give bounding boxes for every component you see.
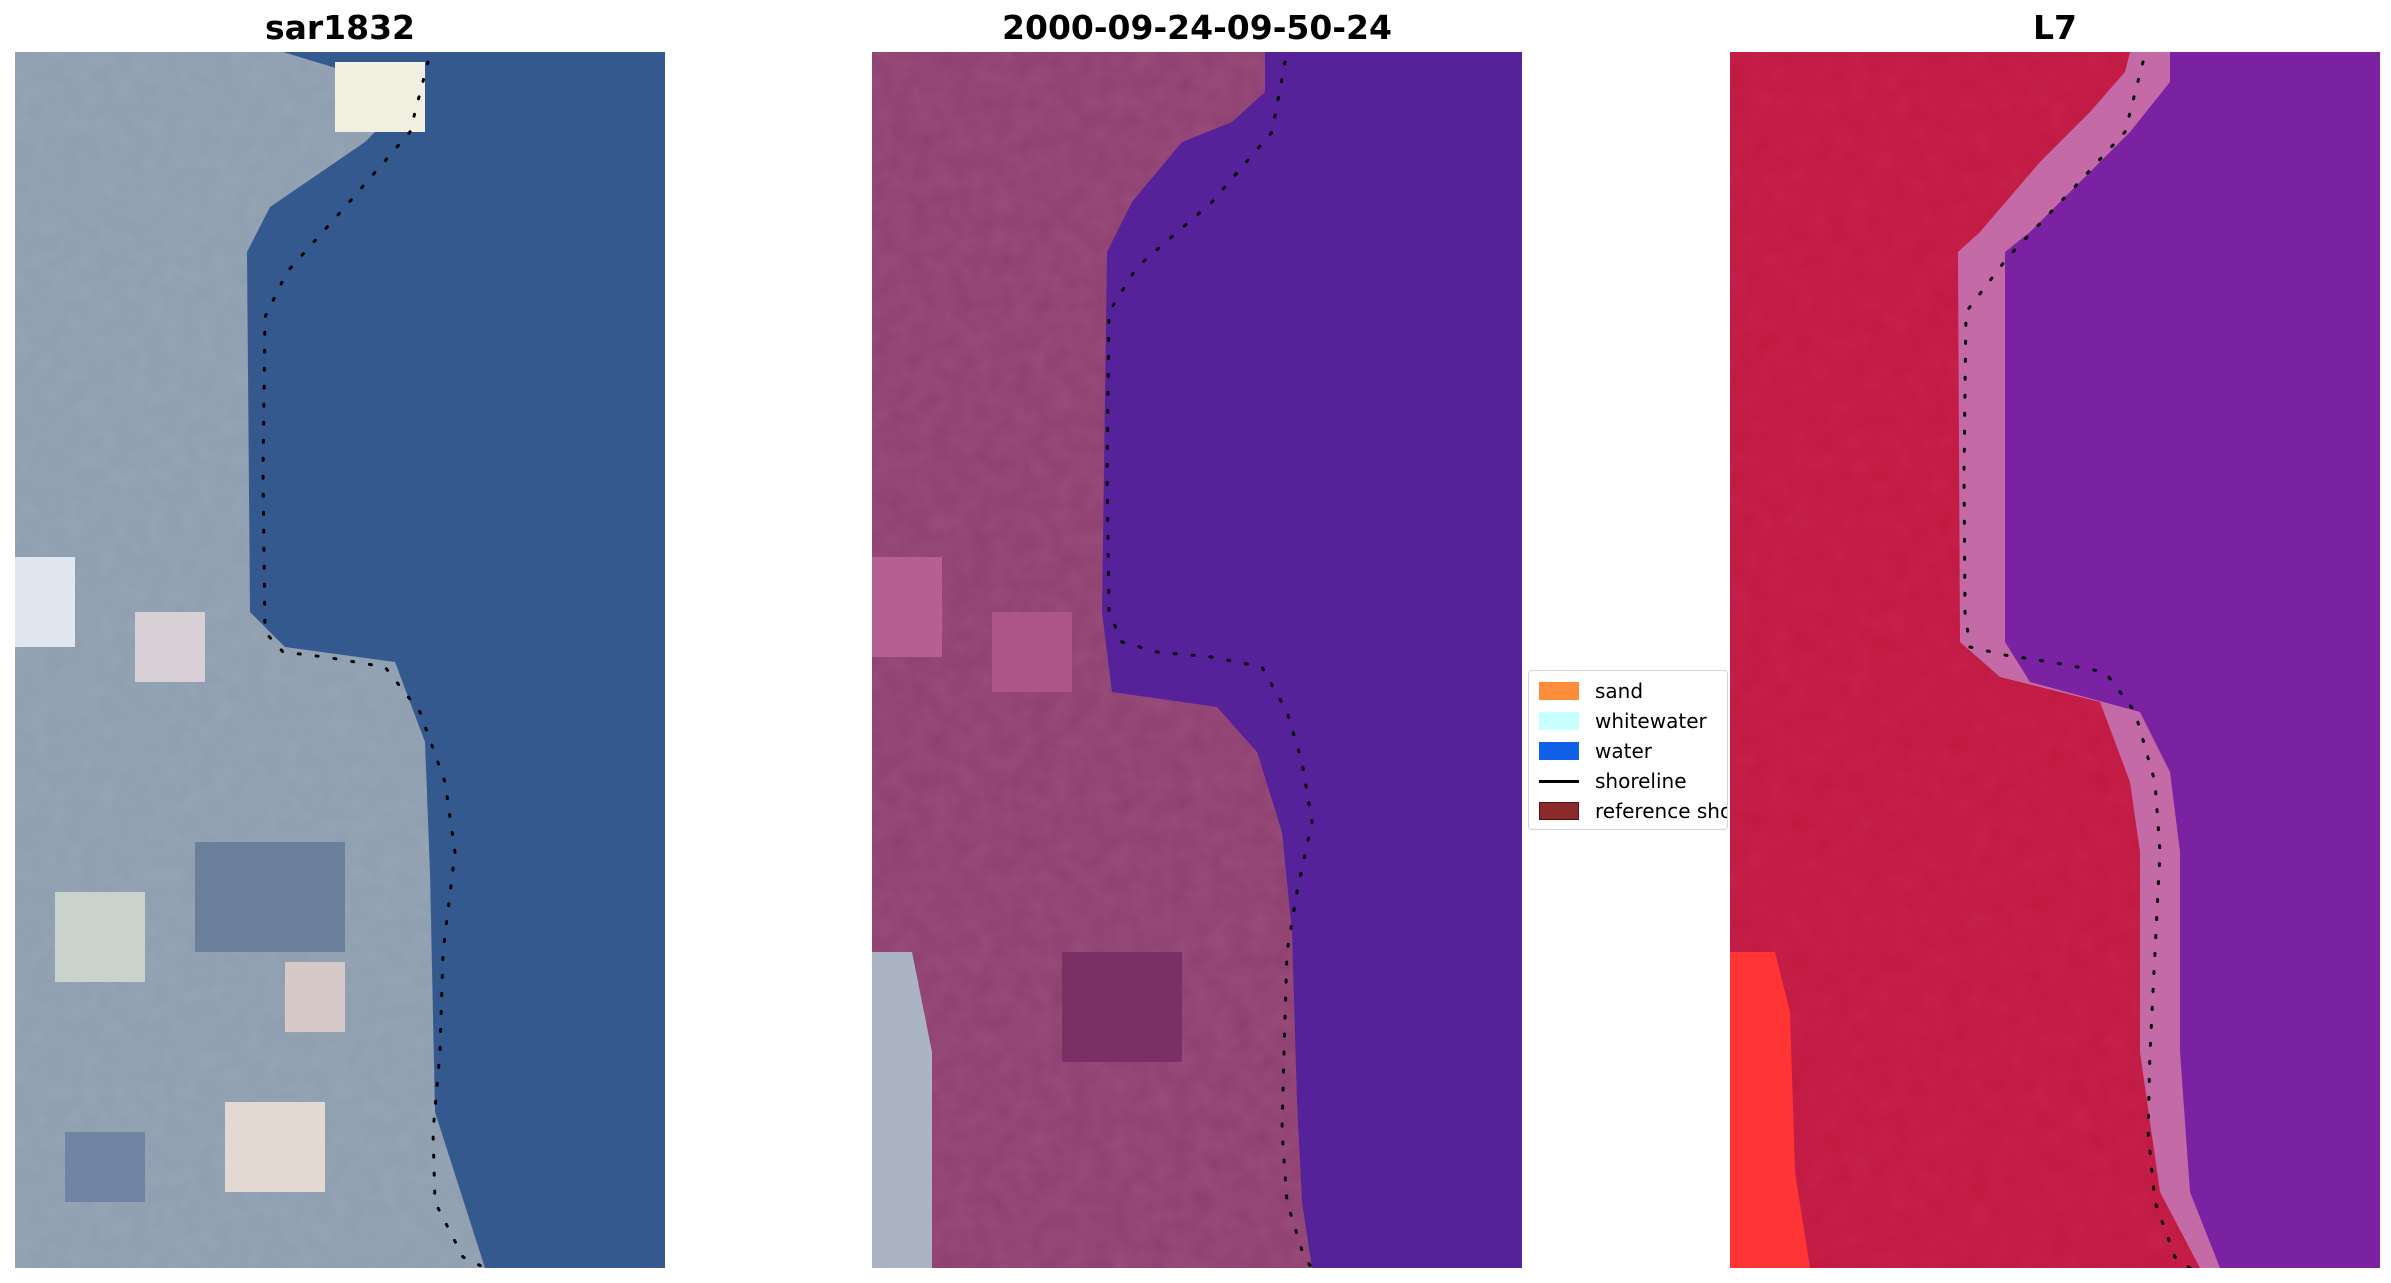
bright-land-patch: [992, 612, 1072, 692]
bright-land-patch: [872, 557, 942, 657]
legend-label-shoreline: shoreline: [1595, 769, 1687, 793]
water-region: [2005, 52, 2380, 1268]
bright-red-patch: [1730, 952, 1810, 1268]
panel-title-classified: 2000-09-24-09-50-24: [1002, 8, 1392, 47]
legend-item-whitewater: whitewater: [1539, 706, 1707, 736]
legend: sand whitewater water shoreline referenc…: [1528, 670, 1728, 830]
true-color-image: [15, 52, 665, 1268]
legend-swatch-sand: [1539, 682, 1579, 700]
true-color-image-panel: [15, 52, 665, 1268]
legend-swatch-whitewater: [1539, 712, 1579, 730]
bright-building: [55, 892, 145, 982]
bright-sand-patch: [335, 62, 425, 132]
whitewater-patch: [872, 952, 932, 1268]
legend-label-whitewater: whitewater: [1595, 709, 1707, 733]
dark-land-patch: [195, 842, 345, 952]
water-region: [247, 52, 665, 1268]
legend-swatch-water: [1539, 742, 1579, 760]
legend-item-water: water: [1539, 736, 1652, 766]
legend-item-shoreline: shoreline: [1539, 766, 1687, 796]
legend-label-reference-shoreline: reference shoreline: [1595, 799, 1727, 823]
panel-title-true-color: sar1832: [264, 8, 416, 47]
legend-swatch-shoreline: [1539, 779, 1579, 783]
legend-label-sand: sand: [1595, 679, 1644, 703]
classified-image: [872, 52, 1522, 1268]
dark-land-patch: [65, 1132, 145, 1202]
shoreline-line: [1105, 60, 1314, 1268]
bright-building: [135, 612, 205, 682]
legend-swatch-reference-shoreline: [1539, 802, 1579, 820]
legend-item-sand: sand: [1539, 676, 1643, 706]
shoreline-line: [1962, 60, 2192, 1268]
false-color-image-panel: [1730, 52, 2380, 1268]
bright-building: [285, 962, 345, 1032]
classified-image-panel: [872, 52, 1522, 1268]
bright-building: [15, 557, 75, 647]
dark-land-patch: [1062, 952, 1182, 1062]
legend-item-reference-shoreline: reference shoreline: [1539, 796, 1727, 826]
false-color-image: [1730, 52, 2380, 1268]
water-region: [1102, 52, 1522, 1268]
panel-title-false-color: L7: [2033, 8, 2077, 47]
legend-label-water: water: [1595, 739, 1652, 763]
bright-building: [225, 1102, 325, 1192]
